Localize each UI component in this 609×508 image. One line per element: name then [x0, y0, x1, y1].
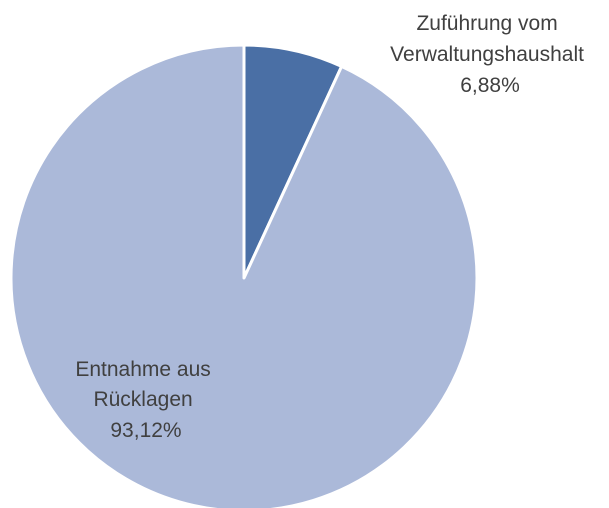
slice-label-entnahme-line-1: Entnahme aus	[75, 358, 210, 381]
slice-label-zufuehrung: Zuführung vom Verwaltungshaushalt 6,88%	[390, 12, 590, 97]
slice-label-zufuehrung-line-2: Verwaltungshaushalt	[390, 43, 584, 66]
slice-value-label-entnahme: 93,12%	[110, 419, 181, 442]
slice-label-zufuehrung-line-1: Zuführung vom	[416, 12, 557, 35]
slice-value-label-zufuehrung: 6,88%	[460, 74, 520, 97]
slice-label-entnahme: Entnahme aus Rücklagen 93,12%	[75, 358, 216, 442]
pie-slices	[9, 43, 479, 508]
pie-slice-entnahme	[9, 43, 479, 508]
slice-label-entnahme-line-2: Rücklagen	[93, 388, 192, 411]
